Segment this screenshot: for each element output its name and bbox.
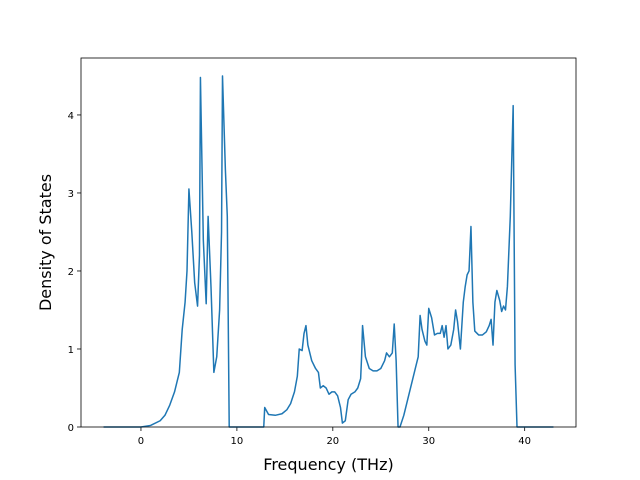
y-tick-label: 2 [68, 267, 74, 278]
x-tick-label: 40 [518, 436, 531, 447]
x-tick-label: 20 [326, 436, 339, 447]
line [103, 75, 554, 428]
y-tick-label: 1 [68, 345, 74, 356]
y-tick-label: 3 [68, 189, 74, 200]
y-tick-label: 0 [68, 423, 74, 434]
y-axis-label: Density of States [36, 174, 55, 311]
x-axis-label: Frequency (THz) [263, 455, 393, 474]
y-tick-label: 4 [68, 111, 74, 122]
x-tick-label: 0 [138, 436, 144, 447]
x-tick-label: 30 [422, 436, 435, 447]
plot-frame [80, 57, 577, 428]
x-tick-label: 10 [231, 436, 244, 447]
